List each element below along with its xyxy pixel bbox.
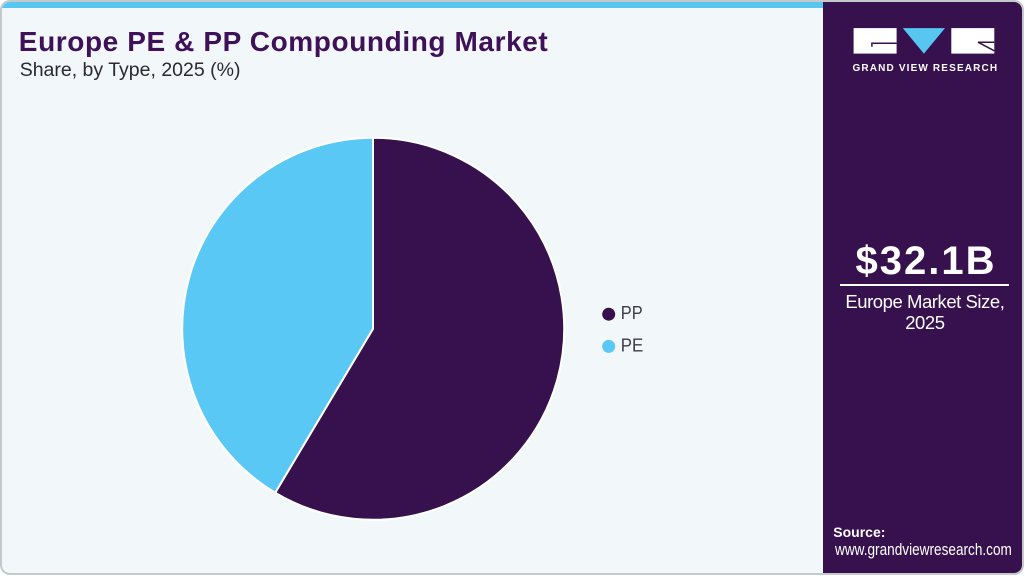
- svg-text:PE: PE: [621, 335, 644, 356]
- svg-text:GRAND VIEW RESEARCH: GRAND VIEW RESEARCH: [853, 63, 999, 74]
- svg-text:PP: PP: [621, 302, 643, 323]
